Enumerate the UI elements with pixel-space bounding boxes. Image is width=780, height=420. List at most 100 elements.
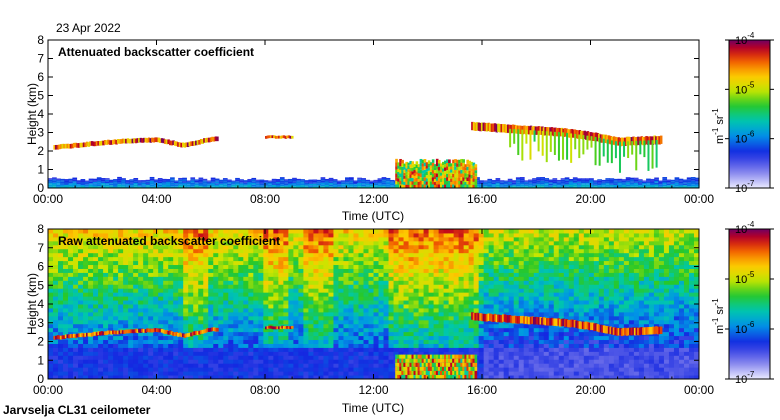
- heatmap-cell: [690, 180, 696, 183]
- heatmap-cell: [194, 182, 200, 184]
- heatmap-cell: [98, 304, 104, 309]
- heatmap-cell: [223, 367, 229, 372]
- heatmap-cell: [198, 319, 204, 325]
- heatmap-cell: [170, 182, 175, 185]
- heatmap-cell: [369, 186, 375, 188]
- heatmap-cell: [444, 170, 447, 175]
- heatmap-cell: [68, 240, 74, 246]
- heatmap-cell: [109, 186, 114, 188]
- heatmap-cell: [218, 331, 224, 337]
- heatmap-cell: [313, 229, 319, 234]
- heatmap-cell: [248, 343, 254, 348]
- heatmap-cell: [238, 229, 244, 234]
- heatmap-cell: [153, 288, 159, 293]
- heatmap-cell: [53, 307, 59, 313]
- heatmap-cell: [572, 180, 578, 183]
- heatmap-cell: [118, 315, 124, 321]
- heatmap-cell: [298, 367, 304, 372]
- heatmap-cell: [218, 371, 224, 376]
- heatmap-cell: [308, 355, 314, 360]
- heatmap-cell: [63, 331, 69, 337]
- heatmap-cell: [393, 272, 400, 277]
- heatmap-cell: [48, 323, 54, 329]
- heatmap-cell: [368, 240, 374, 246]
- heatmap-cell: [349, 179, 354, 181]
- heatmap-cell: [361, 178, 366, 180]
- heatmap-cell: [298, 284, 304, 289]
- heatmap-cell: [213, 363, 219, 368]
- heatmap-cell: [373, 276, 380, 281]
- heatmap-cell: [228, 335, 234, 341]
- instrument-label: Jarvselja CL31 ceilometer: [3, 403, 151, 417]
- heatmap-cell: [320, 177, 326, 179]
- heatmap-cell: [348, 236, 354, 242]
- heatmap-cell: [153, 260, 159, 266]
- heatmap-cell: [218, 181, 224, 183]
- heatmap-cell: [188, 248, 194, 254]
- heatmap-cell: [163, 244, 169, 250]
- heatmap-cell: [383, 300, 390, 305]
- heatmap-cell: [343, 367, 349, 372]
- heatmap-cell: [138, 256, 144, 262]
- heatmap-cell: [141, 185, 147, 187]
- heatmap-cell: [278, 296, 284, 301]
- heatmap-cell: [417, 182, 421, 186]
- heatmap-cell: [223, 375, 229, 380]
- heatmap-cell: [519, 178, 525, 181]
- heatmap-cell: [92, 180, 98, 182]
- heatmap-cell: [56, 184, 61, 187]
- heatmap-cell: [78, 229, 84, 234]
- heatmap-cell: [248, 280, 254, 285]
- heatmap-cell: [407, 181, 411, 185]
- heatmap-cell: [433, 307, 440, 313]
- heatmap-cell: [128, 335, 134, 341]
- heatmap-cell: [141, 186, 147, 188]
- heatmap-cell: [418, 343, 425, 348]
- heatmap-cell: [78, 280, 84, 285]
- heatmap-cell: [345, 184, 350, 187]
- heatmap-cell: [63, 229, 69, 234]
- heatmap-cell: [303, 351, 309, 356]
- heatmap-cell: [433, 311, 440, 317]
- heatmap-cell: [218, 260, 224, 266]
- heatmap-cell: [503, 186, 509, 188]
- heatmap-cell: [153, 315, 159, 321]
- heatmap-cell: [243, 315, 249, 321]
- heatmap-cell: [103, 244, 109, 250]
- heatmap-cell: [398, 272, 405, 277]
- heatmap-cell: [343, 307, 349, 313]
- heatmap-cell: [428, 260, 435, 266]
- heatmap-cell: [253, 323, 259, 329]
- heatmap-cell: [233, 288, 239, 293]
- cloud-mark: [87, 142, 91, 147]
- heatmap-cell: [121, 184, 126, 187]
- heatmap-cell: [163, 359, 169, 364]
- heatmap-cell: [128, 288, 134, 293]
- heatmap-cell: [333, 256, 339, 262]
- heatmap-cell: [383, 232, 390, 238]
- heatmap-cell: [423, 351, 430, 356]
- cloud-mark: [178, 142, 182, 148]
- heatmap-cell: [58, 319, 64, 325]
- heatmap-cell: [405, 174, 409, 179]
- heatmap-cell: [128, 367, 134, 372]
- heatmap-cell: [338, 343, 344, 348]
- heatmap-cell: [123, 304, 129, 309]
- heatmap-cell: [308, 268, 314, 273]
- heatmap-cell: [323, 339, 329, 344]
- heatmap-cell: [168, 264, 174, 269]
- heatmap-cell: [213, 304, 219, 309]
- heatmap-cell: [76, 184, 82, 186]
- heatmap-cell: [222, 179, 228, 182]
- heatmap-cell: [328, 367, 334, 372]
- heatmap-cell: [423, 236, 430, 242]
- heatmap-cell: [193, 280, 199, 285]
- heatmap-cell: [288, 319, 294, 325]
- heatmap-cell: [233, 244, 239, 250]
- heatmap-cell: [419, 177, 423, 181]
- heatmap-cell: [448, 248, 455, 254]
- heatmap-cell: [478, 229, 485, 234]
- heatmap-cell: [463, 284, 470, 289]
- heatmap-cell: [448, 184, 451, 188]
- heatmap-cell: [435, 184, 439, 188]
